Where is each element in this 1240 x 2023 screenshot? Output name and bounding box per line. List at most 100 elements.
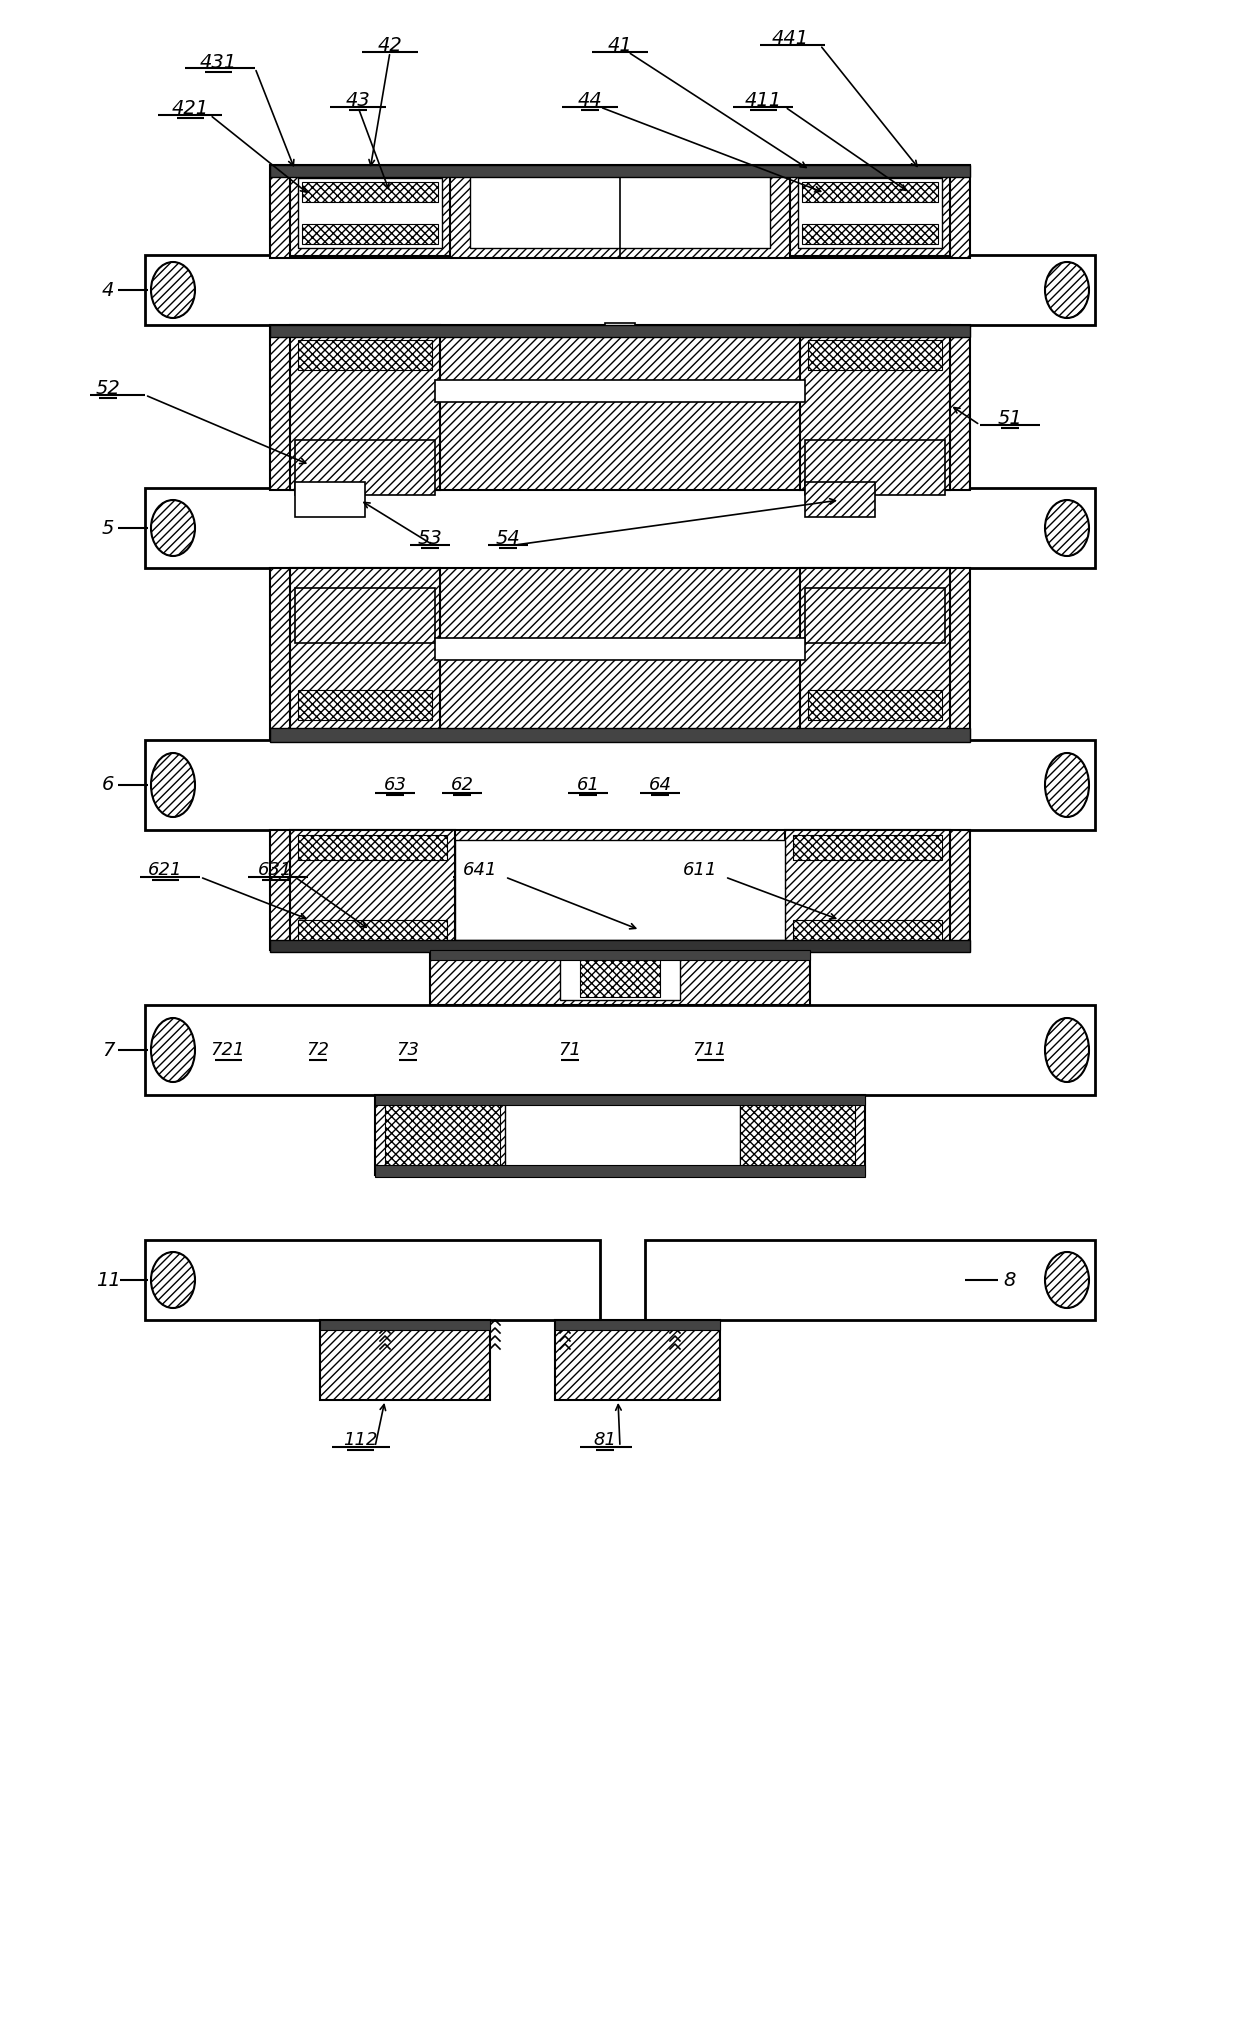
Text: 611: 611 (683, 862, 717, 880)
Bar (556, 1319, 720, 1400)
Bar (430, 951, 810, 961)
Text: 441: 441 (771, 28, 808, 47)
Ellipse shape (151, 753, 195, 817)
Bar (800, 568, 950, 740)
Text: 61: 61 (577, 777, 599, 793)
Text: 64: 64 (649, 777, 672, 793)
Bar (298, 835, 446, 860)
Bar (298, 690, 432, 720)
Text: 421: 421 (171, 99, 208, 117)
Bar (320, 1319, 490, 1329)
Ellipse shape (1045, 1252, 1089, 1309)
Text: 81: 81 (594, 1430, 616, 1448)
Bar (808, 340, 942, 370)
Bar (290, 568, 440, 740)
Bar (290, 326, 440, 490)
Text: 112: 112 (342, 1430, 377, 1448)
Bar (435, 637, 805, 659)
Text: 711: 711 (693, 1042, 727, 1058)
Text: 11: 11 (95, 1270, 120, 1289)
Bar (270, 166, 970, 176)
Text: 52: 52 (95, 378, 120, 397)
Bar (785, 829, 950, 951)
Bar (270, 829, 970, 951)
Text: 51: 51 (998, 409, 1022, 427)
Bar (145, 1005, 1095, 1094)
Bar (145, 255, 1095, 326)
Bar (298, 340, 432, 370)
Text: 63: 63 (383, 777, 407, 793)
Text: 641: 641 (463, 862, 497, 880)
Text: 43: 43 (346, 91, 371, 109)
Bar (320, 1319, 490, 1400)
Bar (560, 955, 680, 999)
Text: 721: 721 (211, 1042, 246, 1058)
Bar (290, 829, 455, 951)
Ellipse shape (151, 263, 195, 318)
Bar (374, 1094, 866, 1105)
Bar (290, 170, 450, 257)
Ellipse shape (1045, 753, 1089, 817)
Bar (270, 941, 970, 953)
Bar (800, 326, 950, 490)
Text: 5: 5 (102, 518, 114, 538)
Ellipse shape (1045, 500, 1089, 556)
Bar (270, 728, 970, 742)
Bar (270, 568, 970, 740)
Text: 411: 411 (744, 91, 781, 109)
Text: 73: 73 (397, 1042, 419, 1058)
Text: 42: 42 (378, 36, 402, 55)
Bar (470, 176, 770, 249)
Text: 7: 7 (102, 1040, 114, 1060)
Text: 54: 54 (496, 528, 521, 548)
Bar (794, 835, 942, 860)
Bar (270, 326, 970, 490)
Bar (295, 439, 435, 496)
Ellipse shape (151, 1018, 195, 1082)
Bar (556, 1319, 720, 1329)
Bar (805, 481, 875, 518)
Bar (808, 690, 942, 720)
Text: 621: 621 (148, 862, 182, 880)
Bar (384, 1101, 500, 1169)
Bar (455, 840, 785, 941)
Bar (799, 178, 942, 249)
Bar (790, 170, 950, 257)
Text: 41: 41 (608, 36, 632, 55)
Bar (145, 488, 1095, 568)
Bar (270, 166, 970, 259)
Bar (605, 324, 635, 328)
Bar (802, 225, 937, 245)
Text: 8: 8 (1004, 1270, 1017, 1289)
Text: 71: 71 (558, 1042, 582, 1058)
Bar (435, 380, 805, 403)
Bar (505, 1103, 740, 1167)
Ellipse shape (151, 1252, 195, 1309)
Bar (145, 740, 1095, 829)
Bar (295, 589, 435, 643)
Bar (430, 951, 810, 1005)
Text: 631: 631 (258, 862, 293, 880)
Text: 4: 4 (102, 281, 114, 299)
Bar (303, 182, 438, 202)
Bar (805, 439, 945, 496)
Bar (645, 1240, 1095, 1319)
Text: 62: 62 (450, 777, 474, 793)
Text: 6: 6 (102, 775, 114, 795)
Ellipse shape (1045, 263, 1089, 318)
Text: 53: 53 (418, 528, 443, 548)
Bar (374, 1165, 866, 1177)
Bar (580, 959, 660, 997)
Ellipse shape (151, 500, 195, 556)
Ellipse shape (1045, 1018, 1089, 1082)
Bar (740, 1101, 856, 1169)
Text: 72: 72 (306, 1042, 330, 1058)
Bar (295, 481, 365, 518)
Bar (794, 920, 942, 945)
Bar (303, 225, 438, 245)
Bar (145, 1240, 600, 1319)
Bar (270, 326, 970, 338)
Text: 431: 431 (200, 53, 237, 71)
Bar (802, 182, 937, 202)
Text: 44: 44 (578, 91, 603, 109)
